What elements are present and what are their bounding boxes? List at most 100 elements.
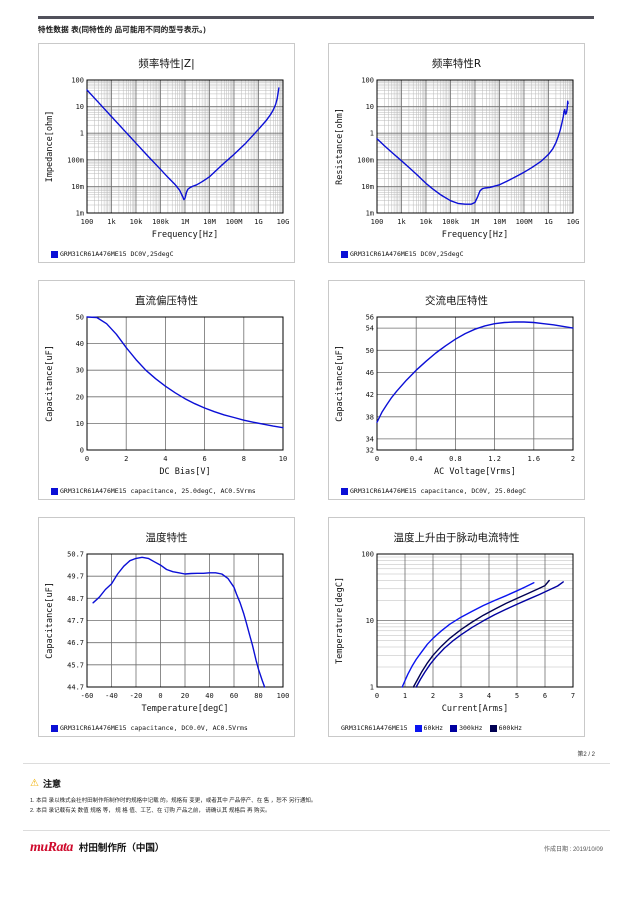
svg-text:0: 0 [158, 692, 162, 700]
legend-swatch-icon [489, 724, 497, 732]
svg-text:100: 100 [277, 692, 290, 700]
svg-text:4: 4 [487, 692, 491, 700]
legend-label: 600kHz [498, 724, 523, 732]
svg-text:4: 4 [163, 455, 167, 463]
svg-text:5: 5 [515, 692, 519, 700]
svg-text:100: 100 [361, 77, 374, 85]
legend-item: GRM31CR61A476ME15 DC0V,25degC [51, 250, 174, 258]
svg-text:Capacitance[uF]: Capacitance[uF] [335, 345, 345, 422]
svg-text:10: 10 [366, 617, 374, 625]
legend-swatch-icon [51, 487, 58, 495]
svg-text:AC Voltage[Vrms]: AC Voltage[Vrms] [434, 467, 516, 477]
chart-title: 频率特性R [431, 58, 482, 70]
svg-text:7: 7 [571, 692, 575, 700]
svg-text:50.7: 50.7 [67, 551, 84, 559]
chart-panel-ripple-current: 温度上升由于脉动电流特性 0 1 2 3 4 5 6 7 1 10 100 Current[Arms]… [328, 517, 585, 737]
svg-text:40: 40 [205, 692, 213, 700]
legend-label: GRM31CR61A476ME15 capacitance, 25.0degC,… [60, 487, 256, 495]
svg-text:30: 30 [76, 367, 84, 375]
svg-text:0: 0 [80, 447, 84, 455]
chart-panel-dc-bias: 直流偏压特性 0 2 4 6 8 10 0 10 20 30 40 50 DC Bias[V] Capac… [38, 280, 295, 500]
warning-triangle-icon: ⚠ [30, 777, 39, 789]
legend-swatch-icon [341, 250, 348, 258]
svg-text:100k: 100k [442, 218, 460, 226]
footer-divider-bottom [23, 830, 610, 832]
svg-text:10m: 10m [361, 183, 374, 191]
caution-note-2: 2. 本目 录记载有关 数值 规格 等， 规 格 值、工艺、在 订购 产品之前，… [30, 807, 271, 814]
svg-text:45.7: 45.7 [67, 661, 84, 669]
ripple-current-chart: 0 1 2 3 4 5 6 7 1 10 100 Current[Arms] Temperature[d… [331, 547, 584, 726]
impedance-frequency-chart: 100 1k 10k 100k 1M 10M 100M 1G 10G 1m 10m 100m 1 10 10… [41, 73, 294, 252]
svg-text:0: 0 [85, 455, 89, 463]
resistance-frequency-chart: 100 1k 10k 100k 1M 10M 100M 1G 10G 1m 10m 100m 1 10 10… [331, 73, 584, 252]
svg-text:10: 10 [76, 103, 84, 111]
chart-panel-resistance-frequency: 频率特性R 100 1k 10k 100k 1M 10M 100M 1G 10G 1m 10m 100… [328, 43, 585, 263]
svg-text:0: 0 [375, 692, 379, 700]
legend-item: 60kHz [414, 724, 443, 732]
svg-text:100M: 100M [516, 218, 533, 226]
legend-item: 600kHz [489, 724, 523, 732]
svg-text:Frequency[Hz]: Frequency[Hz] [442, 230, 509, 240]
chart-legend: GRM31CR61A476ME15 DC0V,25degC [51, 250, 294, 258]
page-number: 第2 / 2 [577, 752, 595, 758]
svg-text:10: 10 [366, 103, 374, 111]
svg-text:10M: 10M [493, 218, 506, 226]
svg-text:1.2: 1.2 [488, 455, 501, 463]
header-rule [38, 16, 594, 19]
legend-swatch-icon [414, 724, 422, 732]
svg-text:100m: 100m [357, 156, 374, 164]
svg-text:48.7: 48.7 [67, 595, 84, 603]
legend-swatch-icon [51, 250, 58, 258]
chart-legend: GRM31CR61A476ME15 DC0V,25degC [341, 250, 584, 258]
chart-legend: GRM31CR61A476ME15 capacitance, DC0V, 25.… [341, 487, 584, 495]
svg-text:32: 32 [366, 447, 374, 455]
chart-legend: GRM31CR61A476ME15 60kHz 300kHz 600kHz [341, 724, 584, 732]
chart-svg: 0 1 2 3 4 5 6 7110100Current[Arms]Temperature[d… [335, 551, 575, 715]
chart-svg: -60 -40 -20 0 20 40 60 80 100 44.7 45.7 46.7 47.7 48.… [45, 551, 290, 715]
svg-text:0: 0 [375, 455, 379, 463]
temperature-chart: -60 -40 -20 0 20 40 60 80 100 44.7 45.7 46.7 47.7 48.… [41, 547, 294, 726]
svg-text:44.7: 44.7 [67, 684, 84, 692]
chart-title: 直流偏压特性 [135, 295, 198, 307]
svg-text:100m: 100m [67, 156, 84, 164]
svg-text:100: 100 [81, 218, 94, 226]
svg-text:60: 60 [230, 692, 238, 700]
murata-logo: muRata [30, 840, 73, 856]
chart-svg: 0 2 4 6 8 10 0 10 20 30 40 50 DC Bias[V] Capacitance[… [45, 314, 287, 478]
footer-divider-top [23, 763, 610, 764]
legend-swatch-icon [341, 487, 348, 495]
legend-swatch-icon [450, 724, 458, 732]
svg-text:2: 2 [124, 455, 128, 463]
svg-text:10: 10 [76, 420, 84, 428]
svg-text:6: 6 [543, 692, 547, 700]
ac-voltage-chart: 0 0.4 0.8 1.2 1.6 2 32 34 38 42 46 50 54 56 AC Voltage… [331, 310, 584, 489]
svg-text:50: 50 [76, 314, 84, 322]
svg-text:50: 50 [366, 347, 374, 355]
legend-swatch-icon [51, 724, 58, 732]
legend-item: GRM31CR61A476ME15 capacitance, DC0V, 25.… [341, 487, 526, 495]
svg-text:1m: 1m [366, 210, 374, 218]
svg-text:0.4: 0.4 [410, 455, 423, 463]
svg-text:10m: 10m [71, 183, 84, 191]
svg-text:46: 46 [366, 369, 374, 377]
legend-label: GRM31CR61A476ME15 DC0V,25degC [60, 250, 174, 258]
chart-legend: GRM31CR61A476ME15 capacitance, 25.0degC,… [51, 487, 294, 495]
svg-text:46.7: 46.7 [67, 639, 84, 647]
svg-text:Frequency[Hz]: Frequency[Hz] [152, 230, 219, 240]
company-name: 村田制作所（中国） [78, 843, 165, 855]
svg-text:1: 1 [370, 130, 374, 138]
svg-text:100: 100 [361, 551, 374, 559]
svg-text:2: 2 [431, 692, 435, 700]
caution-notes: 1. 本目 录以株式会社村田制作所制作时的规格中记载 的。规格有 变更，或者其中… [23, 797, 610, 816]
chart-svg: 0 0.4 0.8 1.2 1.6 2 32 34 38 42 46 50 54 56 AC Voltage… [335, 314, 575, 478]
svg-text:Temperature[degC]: Temperature[degC] [142, 704, 229, 714]
svg-text:1.6: 1.6 [527, 455, 540, 463]
svg-text:1G: 1G [544, 218, 552, 226]
chart-panel-ac-voltage: 交流电压特性 0 0.4 0.8 1.2 1.6 2 32 34 38 42 46 50 54 56 AC … [328, 280, 585, 500]
svg-text:10k: 10k [130, 218, 143, 226]
svg-text:-20: -20 [130, 692, 143, 700]
chart-svg: 100 1k 10k 100k 1M 10M 100M 1G 10G 1m 10m 100m 1 10 10… [45, 77, 289, 241]
legend-label: GRM31CR61A476ME15 capacitance, DC0V, 25.… [350, 487, 527, 495]
chart-panel-impedance-frequency: 频率特性|Z| 100 1k 10k 100k 1M 10M 100M 1G 10G 1m 10m 1… [38, 43, 295, 263]
dc-bias-chart: 0 2 4 6 8 10 0 10 20 30 40 50 DC Bias[V] Capacitance[… [41, 310, 294, 489]
